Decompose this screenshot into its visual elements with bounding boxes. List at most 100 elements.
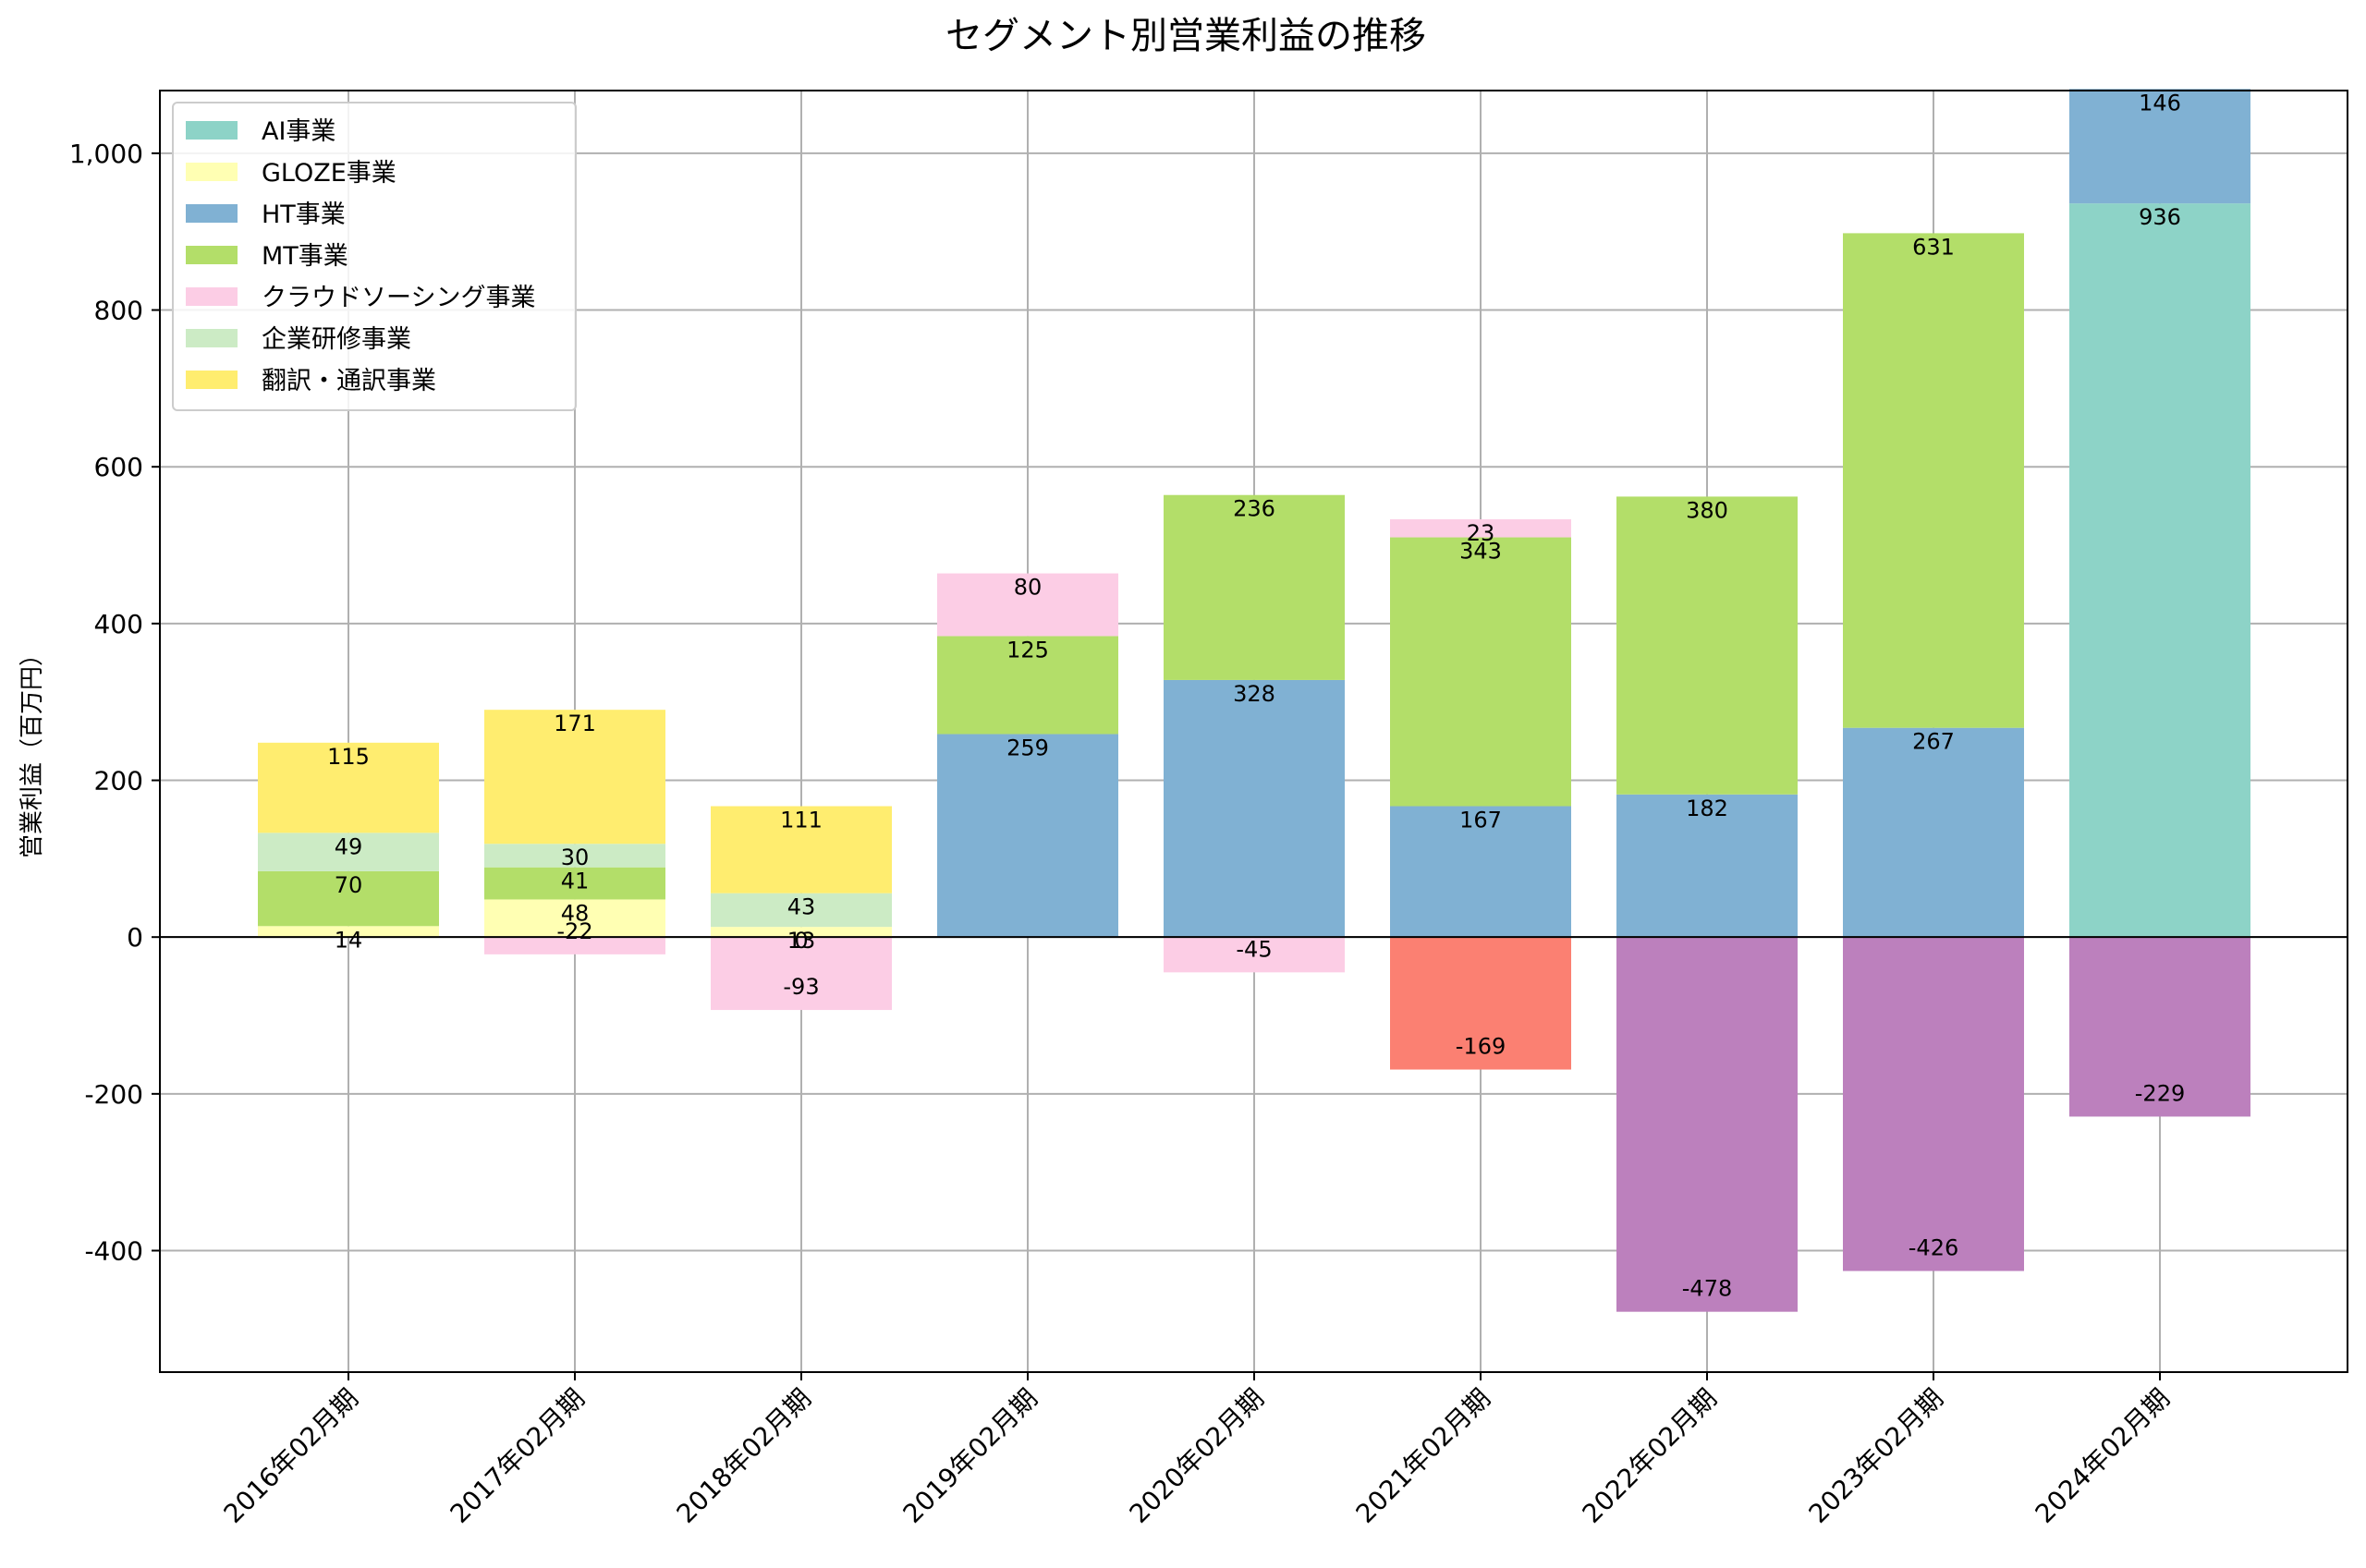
bar-segment (2069, 89, 2250, 204)
bar-segment (711, 806, 892, 893)
data-label: 343 (1459, 539, 1502, 565)
bar-segment (1843, 233, 2024, 728)
data-label: 631 (1912, 234, 1955, 260)
legend-label: AI事業 (262, 117, 335, 146)
y-tick-label: -400 (84, 1236, 143, 1267)
x-tick-label: 2021年02月期 (1350, 1383, 1496, 1529)
y-tick-label: 400 (94, 609, 143, 639)
data-label: -169 (1456, 1034, 1506, 1060)
bar-segment (937, 734, 1118, 938)
data-label: 0 (794, 928, 808, 954)
data-label: 267 (1912, 729, 1955, 755)
legend-swatch (186, 163, 238, 181)
bar-segment (1843, 937, 2024, 1271)
data-label: 70 (335, 872, 363, 898)
y-tick-label: 200 (94, 766, 143, 796)
data-label: 23 (1467, 520, 1495, 546)
y-tick-label: 0 (127, 922, 143, 953)
bar-segment (937, 573, 1118, 637)
data-label: 936 (2139, 204, 2181, 230)
bar-segment (258, 833, 439, 871)
legend-label: 翻訳・通訳事業 (262, 367, 436, 395)
legend-swatch (186, 246, 238, 264)
bar-segment (484, 937, 665, 954)
bar-segment (2069, 937, 2250, 1117)
data-label: 48 (561, 900, 590, 926)
bar-segment (1390, 806, 1571, 938)
data-label: -229 (2135, 1080, 2185, 1106)
legend-swatch (186, 287, 238, 306)
bar-segment (1843, 727, 2024, 938)
y-tick-label: 1,000 (69, 139, 143, 169)
bar-segment (937, 636, 1118, 735)
data-label: 259 (1006, 735, 1049, 760)
bar-segment (258, 870, 439, 927)
legend-swatch (186, 329, 238, 347)
data-label: -22 (556, 918, 592, 944)
legend-swatch (186, 204, 238, 223)
legend: AI事業 GLOZE事業 HT事業 MT事業クラウドソーシング事業企業研修事業翻訳・通… (172, 102, 577, 411)
bar-segment (484, 899, 665, 938)
bar-segment (2069, 203, 2250, 938)
legend-label: HT事業 (262, 201, 346, 229)
data-label: 14 (335, 927, 363, 953)
legend-label: 企業研修事業 (262, 325, 411, 354)
bar-segment (711, 927, 892, 938)
y-tick-label: 600 (94, 452, 143, 482)
data-label: 80 (1014, 575, 1043, 601)
x-tick-label: 2023年02月期 (1803, 1383, 1949, 1529)
bars (258, 89, 2250, 1312)
data-label: 236 (1233, 496, 1275, 522)
y-tick-label: 800 (94, 296, 143, 326)
bar-segment (1390, 537, 1571, 807)
data-labels: 14 70 49 115 48 41 -22 30 171 130 -93 43 111 259 125 80… (327, 90, 2185, 1301)
data-label: 125 (1006, 637, 1049, 662)
data-label: -45 (1236, 936, 1272, 962)
data-label: 171 (554, 711, 596, 736)
bar-segment (1164, 494, 1345, 680)
bar-segment (1164, 679, 1345, 938)
legend-swatch (186, 121, 238, 140)
data-label: -478 (1682, 1276, 1732, 1302)
bar-segment (1616, 937, 1798, 1312)
legend-label: GLOZE事業 (262, 159, 396, 188)
data-label: 146 (2139, 90, 2181, 115)
bar-segment (1164, 937, 1345, 973)
y-axis-label: 営業利益（百万円） (18, 642, 46, 858)
data-label: 182 (1686, 796, 1728, 821)
data-label: 43 (787, 894, 816, 920)
legend-box (172, 102, 577, 411)
legend-label: クラウドソーシング事業 (262, 284, 535, 312)
data-label: 13 (787, 928, 816, 954)
chart-title: セグメント別営業利益の推移 (945, 15, 1426, 57)
data-label: 328 (1233, 681, 1275, 707)
bar-segment (711, 937, 892, 1011)
y-tick-label: -200 (84, 1079, 143, 1110)
x-tick-label: 2017年02月期 (445, 1383, 591, 1529)
data-label: -426 (1909, 1235, 1958, 1261)
x-tick-label: 2018年02月期 (671, 1383, 817, 1529)
bar-segment (1616, 794, 1798, 938)
bar-segment (484, 867, 665, 900)
x-tick-label: 2020年02月期 (1124, 1383, 1270, 1529)
x-tick-label: 2016年02月期 (218, 1383, 364, 1529)
bar-segment (484, 710, 665, 845)
data-label: 30 (561, 845, 590, 870)
data-label: 49 (335, 833, 363, 859)
x-tick-label: 2022年02月期 (1577, 1383, 1723, 1529)
data-label: 380 (1686, 497, 1728, 523)
legend-label: MT事業 (262, 242, 348, 271)
data-label: 115 (327, 744, 370, 770)
bar-segment (484, 844, 665, 868)
x-tick-label: 2019年02月期 (897, 1383, 1043, 1529)
data-label: 41 (561, 869, 590, 894)
x-tick-label: 2024年02月期 (2030, 1383, 2176, 1529)
legend-swatch (186, 371, 238, 389)
bar-segment (1390, 519, 1571, 538)
data-label: -93 (783, 974, 819, 1000)
data-label: 111 (780, 808, 823, 833)
bar-segment (258, 926, 439, 938)
bar-segment (1390, 937, 1571, 1070)
data-label: 167 (1459, 808, 1502, 833)
